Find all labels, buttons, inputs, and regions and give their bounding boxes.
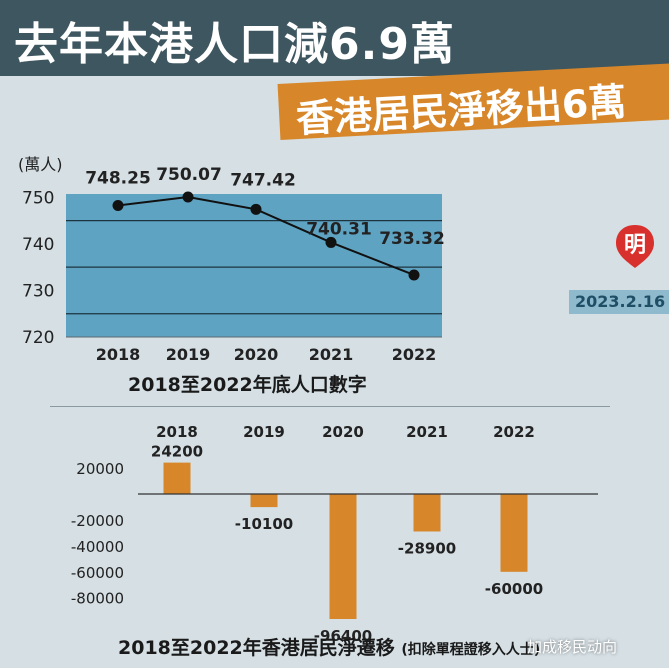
headline: 去年本港人口減6.9萬 — [14, 19, 455, 70]
bar-chart-title-main: 2018至2022年香港居民淨遷移 — [118, 637, 395, 659]
bar-chart-data-label: 24200 — [151, 443, 203, 461]
line-chart-y-tick: 740 — [22, 235, 54, 255]
line-chart-point — [112, 199, 124, 211]
bar-chart-bar — [329, 494, 357, 619]
bar-chart-bar — [500, 494, 528, 572]
bar-chart-y-tick: -40000 — [71, 538, 124, 556]
section-divider — [50, 406, 610, 407]
line-chart-data-label: 748.25 — [85, 168, 151, 188]
line-chart-x-tick: 2019 — [166, 345, 211, 364]
bar-chart-y-tick: 20000 — [76, 460, 124, 478]
bar-chart-y-tick: -60000 — [71, 564, 124, 582]
line-chart-point — [325, 236, 337, 248]
date-badge: 2023.2.16 — [569, 290, 669, 314]
line-chart-title: 2018至2022年底人口數字 — [128, 374, 367, 396]
ming-pao-logo-icon: 明 — [616, 225, 654, 268]
line-chart-point — [408, 269, 420, 281]
bar-chart-category-label: 2018 — [156, 423, 198, 441]
bar-chart-title: 2018至2022年香港居民淨遷移 (扣除單程證移入人士) — [118, 633, 540, 660]
bar-chart-data-label: -10100 — [235, 515, 293, 533]
line-chart-data-label: 750.07 — [156, 165, 222, 185]
line-chart-point — [250, 203, 262, 215]
bar-chart-category-label: 2020 — [322, 423, 364, 441]
bar-chart-bar — [250, 494, 278, 508]
line-chart-y-tick: 730 — [22, 281, 54, 301]
line-chart-x-tick: 2022 — [392, 345, 437, 364]
bar-chart-data-label: -60000 — [485, 580, 543, 598]
bar-chart-y-tick: -80000 — [71, 590, 124, 608]
bar-chart-title-note: (扣除單程證移入人士) — [401, 642, 541, 658]
line-chart-y-tick: 750 — [22, 188, 54, 208]
line-chart-data-label: 747.42 — [230, 170, 296, 190]
bar-chart-y-tick: -20000 — [71, 512, 124, 530]
bar-chart-category-label: 2021 — [406, 423, 448, 441]
line-chart-x-tick: 2018 — [96, 345, 141, 364]
line-chart-data-label: 740.31 — [306, 219, 372, 239]
bar-chart-category-label: 2019 — [243, 423, 285, 441]
line-chart-unit: (萬人) — [18, 155, 63, 174]
bar-chart-bar — [163, 462, 191, 494]
line-chart-x-tick: 2020 — [234, 345, 279, 364]
line-chart-y-tick: 720 — [22, 328, 54, 348]
line-chart-point — [182, 191, 194, 203]
line-chart-x-tick: 2021 — [309, 345, 354, 364]
bar-chart-category-label: 2022 — [493, 423, 535, 441]
bar-chart-bar — [413, 494, 441, 532]
bar-chart-data-label: -96400 — [314, 627, 372, 645]
logo-glyph: 明 — [624, 233, 646, 258]
line-chart-data-label: 733.32 — [379, 229, 445, 249]
header-banner: 去年本港人口減6.9萬 — [0, 0, 669, 76]
watermark: 加成移民动向 — [527, 638, 618, 656]
bar-chart-data-label: -28900 — [398, 539, 456, 557]
